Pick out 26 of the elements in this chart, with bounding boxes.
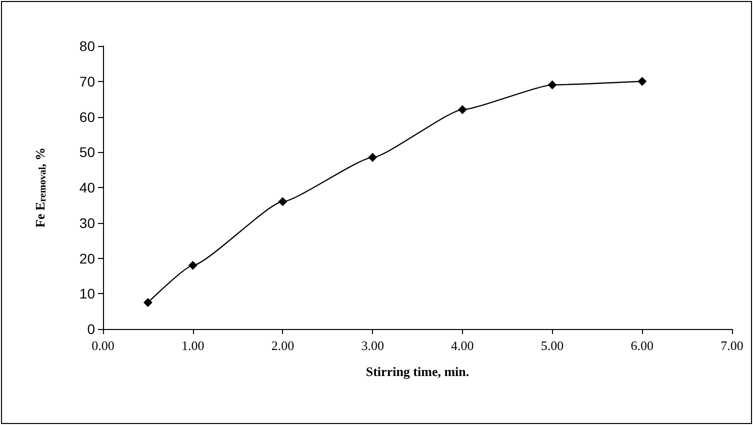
x-axis-title: Stirring time, min. bbox=[366, 364, 470, 379]
point bbox=[548, 80, 557, 90]
y-tick-label: 50 bbox=[79, 144, 96, 160]
y-tick-label: 0 bbox=[87, 321, 96, 337]
y-tick-label: 30 bbox=[79, 214, 96, 231]
y-tick-label: 80 bbox=[79, 38, 96, 54]
x-tick-label: 2.00 bbox=[271, 338, 294, 353]
y-axis-title: Fe Eremoval, % bbox=[32, 148, 48, 228]
point bbox=[188, 260, 198, 270]
x-tick-label: 4.00 bbox=[451, 338, 474, 353]
point bbox=[143, 298, 152, 307]
x-tick-label: 1.00 bbox=[181, 338, 204, 353]
y-tick-label: 60 bbox=[79, 108, 96, 125]
y-tick-label: 40 bbox=[79, 180, 96, 196]
y-tick-label: 10 bbox=[79, 286, 96, 302]
point bbox=[638, 76, 647, 86]
x-tick-label: 6.00 bbox=[630, 338, 654, 353]
point bbox=[458, 105, 467, 114]
point bbox=[278, 197, 288, 206]
x-tick-label: 3.00 bbox=[361, 338, 384, 353]
point bbox=[368, 152, 378, 162]
x-tick-label: 5.00 bbox=[540, 338, 564, 353]
y-tick-label: 20 bbox=[79, 250, 96, 266]
y-tick-label: 70 bbox=[79, 73, 96, 90]
x-tick-label: 7.00 bbox=[720, 338, 744, 353]
x-tick-label: 0.00 bbox=[92, 338, 114, 353]
